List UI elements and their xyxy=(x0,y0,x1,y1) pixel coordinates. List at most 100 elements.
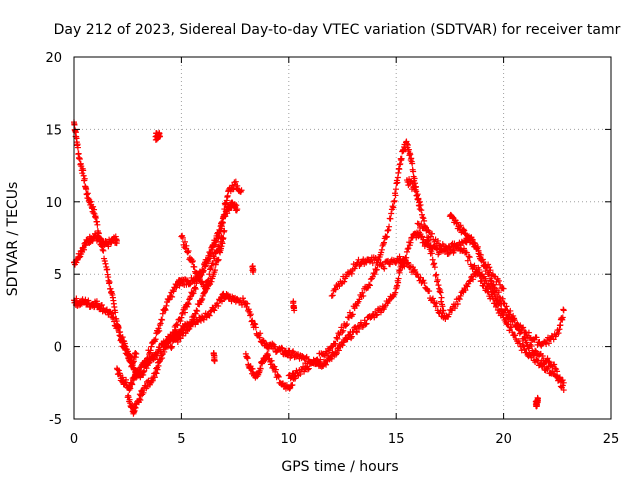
data-point-fill xyxy=(415,195,422,202)
data-point-fill xyxy=(147,347,154,354)
data-point-fill xyxy=(521,346,528,353)
data-point-fill xyxy=(343,322,350,329)
data-point-fill xyxy=(464,257,471,264)
data-point-fill xyxy=(82,296,89,303)
data-point-fill xyxy=(208,278,215,285)
data-point-fill xyxy=(403,254,410,261)
data-point-fill xyxy=(419,214,426,221)
data-point-fill xyxy=(497,281,504,288)
data-point-fill xyxy=(495,277,502,284)
data-point-fill xyxy=(409,160,416,167)
data-point-fill xyxy=(353,302,360,309)
data-point-fill xyxy=(174,338,181,345)
data-point-fill xyxy=(421,223,428,230)
data-point xyxy=(371,271,378,278)
data-point-fill xyxy=(491,284,498,291)
data-point-fill xyxy=(378,246,385,253)
data-point-fill xyxy=(199,295,206,302)
x-axis-label: GPS time / hours xyxy=(281,459,398,475)
data-point-fill xyxy=(291,373,298,380)
data-point-fill xyxy=(523,339,530,346)
data-point-fill xyxy=(389,203,396,210)
data-point xyxy=(534,395,541,402)
data-point-fill xyxy=(100,247,107,254)
data-point-fill xyxy=(344,321,351,328)
data-point-fill xyxy=(392,192,399,199)
plot-area-border xyxy=(73,56,612,420)
data-point-fill xyxy=(527,341,534,348)
data-point-fill xyxy=(339,342,346,349)
data-point-fill xyxy=(348,270,355,277)
x-tick-label: 20 xyxy=(495,432,512,447)
data-point-fill xyxy=(430,299,437,306)
data-point-fill xyxy=(434,276,441,283)
data-point-fill xyxy=(189,319,196,326)
data-point-fill xyxy=(555,330,562,337)
data-point-fill xyxy=(119,334,126,341)
data-point-fill xyxy=(391,197,398,204)
data-point-fill xyxy=(398,155,405,162)
data-point-fill xyxy=(451,305,458,312)
data-point-fill xyxy=(354,329,361,336)
data-point-fill xyxy=(405,259,412,266)
data-point-fill xyxy=(209,246,216,253)
data-point-fill xyxy=(81,175,88,182)
data-point-fill xyxy=(462,287,469,294)
data-point-fill xyxy=(220,235,227,242)
data-point-fill xyxy=(469,236,476,243)
data-point-fill xyxy=(374,311,381,318)
data-point-fill xyxy=(301,368,308,375)
data-point-fill xyxy=(467,277,474,284)
data-point-fill xyxy=(471,240,478,247)
data-point-fill xyxy=(216,230,223,237)
data-point-fill xyxy=(286,385,293,392)
data-point-fill xyxy=(352,324,359,331)
data-point-fill xyxy=(149,377,156,384)
data-point-fill xyxy=(153,370,160,377)
data-point xyxy=(184,300,191,307)
data-point-fill xyxy=(396,253,403,260)
data-point-fill xyxy=(482,268,489,275)
data-point-fill xyxy=(394,179,401,186)
data-point-fill xyxy=(111,318,118,325)
data-point-fill xyxy=(476,272,483,279)
data-point xyxy=(238,187,245,194)
data-point-fill xyxy=(207,266,214,273)
data-point-fill xyxy=(463,249,470,256)
data-point xyxy=(191,263,198,270)
data-point-fill xyxy=(224,210,231,217)
data-point xyxy=(560,387,567,394)
data-point-fill xyxy=(194,270,201,277)
data-point-fill xyxy=(507,324,514,331)
data-point-fill xyxy=(247,312,254,319)
data-point xyxy=(560,307,567,314)
data-point-fill xyxy=(433,271,440,278)
data-point-fill xyxy=(390,204,397,211)
data-point xyxy=(204,285,211,292)
data-point xyxy=(156,133,163,140)
data-point-fill xyxy=(556,376,563,383)
data-point-fill xyxy=(395,275,402,282)
data-point-fill xyxy=(456,296,463,303)
data-point xyxy=(560,379,567,386)
data-point-fill xyxy=(195,319,202,326)
data-point-fill xyxy=(451,247,458,254)
data-point-fill xyxy=(302,355,309,362)
data-point-fill xyxy=(488,278,495,285)
data-point-fill xyxy=(102,260,109,267)
data-point-fill xyxy=(220,211,227,218)
data-point-fill xyxy=(355,325,362,332)
data-point xyxy=(133,350,140,357)
data-point-fill xyxy=(333,351,340,358)
data-point-fill xyxy=(438,294,445,301)
data-point-fill xyxy=(485,261,492,268)
data-point-fill xyxy=(101,257,108,264)
data-point-fill xyxy=(418,211,425,218)
data-point-fill xyxy=(187,323,194,330)
data-point-fill xyxy=(388,210,395,217)
data-point-fill xyxy=(84,190,91,197)
data-point-fill xyxy=(533,334,540,341)
data-point-fill xyxy=(359,289,366,296)
data-point-fill xyxy=(93,298,100,305)
data-point xyxy=(509,329,516,336)
